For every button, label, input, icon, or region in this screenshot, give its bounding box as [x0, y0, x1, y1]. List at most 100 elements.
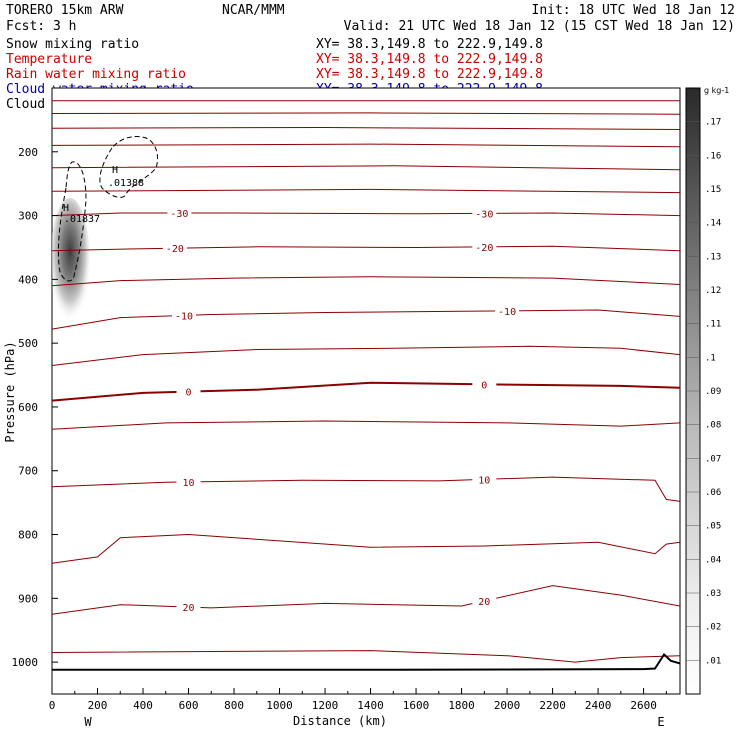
isotherm-label-bg	[472, 240, 497, 253]
ice-max-value: .01388	[108, 178, 144, 189]
y-tick-label: 500	[18, 337, 38, 350]
east-label: E	[657, 715, 664, 729]
forecast-hour: Fcst: 3 h	[6, 19, 76, 34]
y-tick-label: 200	[18, 146, 38, 159]
x-tick-label: 0	[49, 699, 56, 712]
x-tick-label: 2400	[585, 699, 612, 712]
x-tick-label: 1600	[403, 699, 430, 712]
legend-label: Rain water mixing ratio	[6, 67, 186, 82]
legend-label: Temperature	[6, 52, 92, 67]
colorbar-tick-label: .06	[705, 488, 721, 498]
isotherm-label-bg	[176, 601, 201, 614]
isotherm-label: -10	[498, 307, 516, 318]
isotherm-line	[52, 585, 680, 615]
x-tick-label: 2600	[630, 699, 657, 712]
isotherm-line	[52, 381, 680, 402]
x-tick-label: 1800	[448, 699, 475, 712]
isotherm-line	[52, 212, 680, 217]
colorbar-tick-label: .13	[705, 252, 721, 262]
colorbar-tick-label: .11	[705, 320, 721, 330]
legend-xy: XY= 38.3,149.8 to 222.9,149.8	[316, 67, 543, 82]
isotherm-label: 0	[481, 380, 487, 391]
west-label: W	[84, 715, 92, 729]
colorbar-tick-label: .09	[705, 387, 721, 397]
y-axis-label: Pressure (hPa)	[3, 341, 17, 442]
colorbar-tick-label: .01	[705, 656, 721, 666]
y-axis-ticks: 200 300 400 500 600 700 800 900 1000	[12, 146, 58, 669]
isotherm-line	[52, 276, 680, 287]
isotherm-label: 10	[182, 478, 194, 489]
ice-max-label: H	[112, 165, 118, 176]
x-tick-label: 200	[88, 699, 108, 712]
y-tick-label: 700	[18, 465, 38, 478]
isotherm-label: 20	[478, 597, 490, 608]
isotherm-label: 10	[478, 475, 490, 486]
x-tick-label: 1200	[312, 699, 339, 712]
figure-header: TORERO 15km ARW NCAR/MMM Init: 18 UTC We…	[6, 3, 735, 34]
x-tick-label: 600	[179, 699, 199, 712]
snow-max-value: .01837	[64, 214, 100, 225]
init-time: Init: 18 UTC Wed 18 Jan 12	[532, 3, 736, 18]
colorbar-tick-label: .07	[705, 454, 721, 464]
model-title: TORERO 15km ARW	[6, 3, 124, 18]
y-tick-label: 400	[18, 273, 38, 286]
isotherms: -30 -30 -20 -20 -10 -10 0 0 10 10 20 20	[52, 100, 680, 663]
x-tick-label: 800	[224, 699, 244, 712]
colorbar-tick-label: .04	[705, 555, 721, 565]
isotherm-label-bg	[472, 473, 497, 486]
ice-maximum: H .01388	[108, 165, 144, 189]
isotherm-label-bg	[167, 207, 192, 220]
ice-contour-right	[99, 135, 159, 198]
isotherm-label-bg	[176, 385, 201, 398]
x-tick-label: 2200	[539, 699, 566, 712]
isotherm-line	[52, 245, 680, 252]
colorbar-tick-label: .08	[705, 421, 721, 431]
y-tick-label: 300	[18, 210, 38, 223]
valid-time: Valid: 21 UTC Wed 18 Jan 12 (15 CST Wed …	[344, 19, 735, 34]
legend-label: Snow mixing ratio	[6, 37, 139, 52]
isotherm-label: 20	[182, 603, 194, 614]
colorbar-tick-label: .14	[705, 219, 721, 229]
colorbar-tick-label: .15	[705, 185, 721, 195]
isotherm-label: -30	[475, 209, 493, 220]
y-tick-label: 800	[18, 529, 38, 542]
x-axis-label: Distance (km)	[293, 714, 387, 728]
colorbar-units: g kg-1	[704, 86, 729, 95]
ice-contour-left	[57, 161, 87, 282]
isotherm-line	[52, 165, 680, 171]
isotherm-label: -30	[170, 209, 188, 220]
x-tick-label: 2000	[494, 699, 521, 712]
x-tick-label: 1000	[266, 699, 293, 712]
snow-max-label: H	[63, 203, 69, 214]
isotherm-label: 0	[186, 388, 192, 399]
colorbar-tick-label: .03	[705, 589, 721, 599]
colorbar-tick-label: .17	[705, 118, 721, 128]
isotherm-label-bg	[472, 207, 497, 220]
legend-xy: XY= 38.3,149.8 to 222.9,149.8	[316, 37, 543, 52]
isotherm-line	[52, 420, 680, 430]
x-tick-label: 400	[133, 699, 153, 712]
isotherm-line	[52, 309, 680, 330]
colorbar-labels: .01 .02 .03 .04 .05 .06 .07 .08 .09 .1 .11 .12 .13 .1…	[686, 118, 721, 666]
colorbar-tick-label: .1	[705, 353, 716, 363]
colorbar-tick-label: .05	[705, 522, 721, 532]
isotherm-line	[52, 533, 680, 564]
terrain-line	[52, 652, 680, 671]
isotherm-label-bg	[162, 242, 187, 255]
isotherm-line	[52, 345, 680, 366]
legend-xy: XY= 38.3,149.8 to 222.9,149.8	[316, 52, 543, 67]
isotherm-line	[52, 112, 680, 115]
isotherm-label-bg	[171, 309, 196, 322]
isotherm-label-bg	[472, 378, 497, 391]
colorbar-tick-label: .16	[705, 151, 721, 161]
isotherm-label-bg	[176, 475, 201, 488]
isotherm-label: -20	[166, 244, 184, 255]
y-tick-label: 900	[18, 592, 38, 605]
isotherm-line	[52, 143, 680, 148]
isotherm-line	[52, 188, 680, 194]
x-axis-ticks: 0 200 400 600 800 1000 1200 1400 1600 1800 2000 220…	[49, 688, 667, 712]
y-tick-label: 600	[18, 401, 38, 414]
colorbar-tick-label: .12	[705, 286, 721, 296]
isotherm-label: -20	[475, 243, 493, 254]
isotherm-label-bg	[472, 594, 497, 607]
